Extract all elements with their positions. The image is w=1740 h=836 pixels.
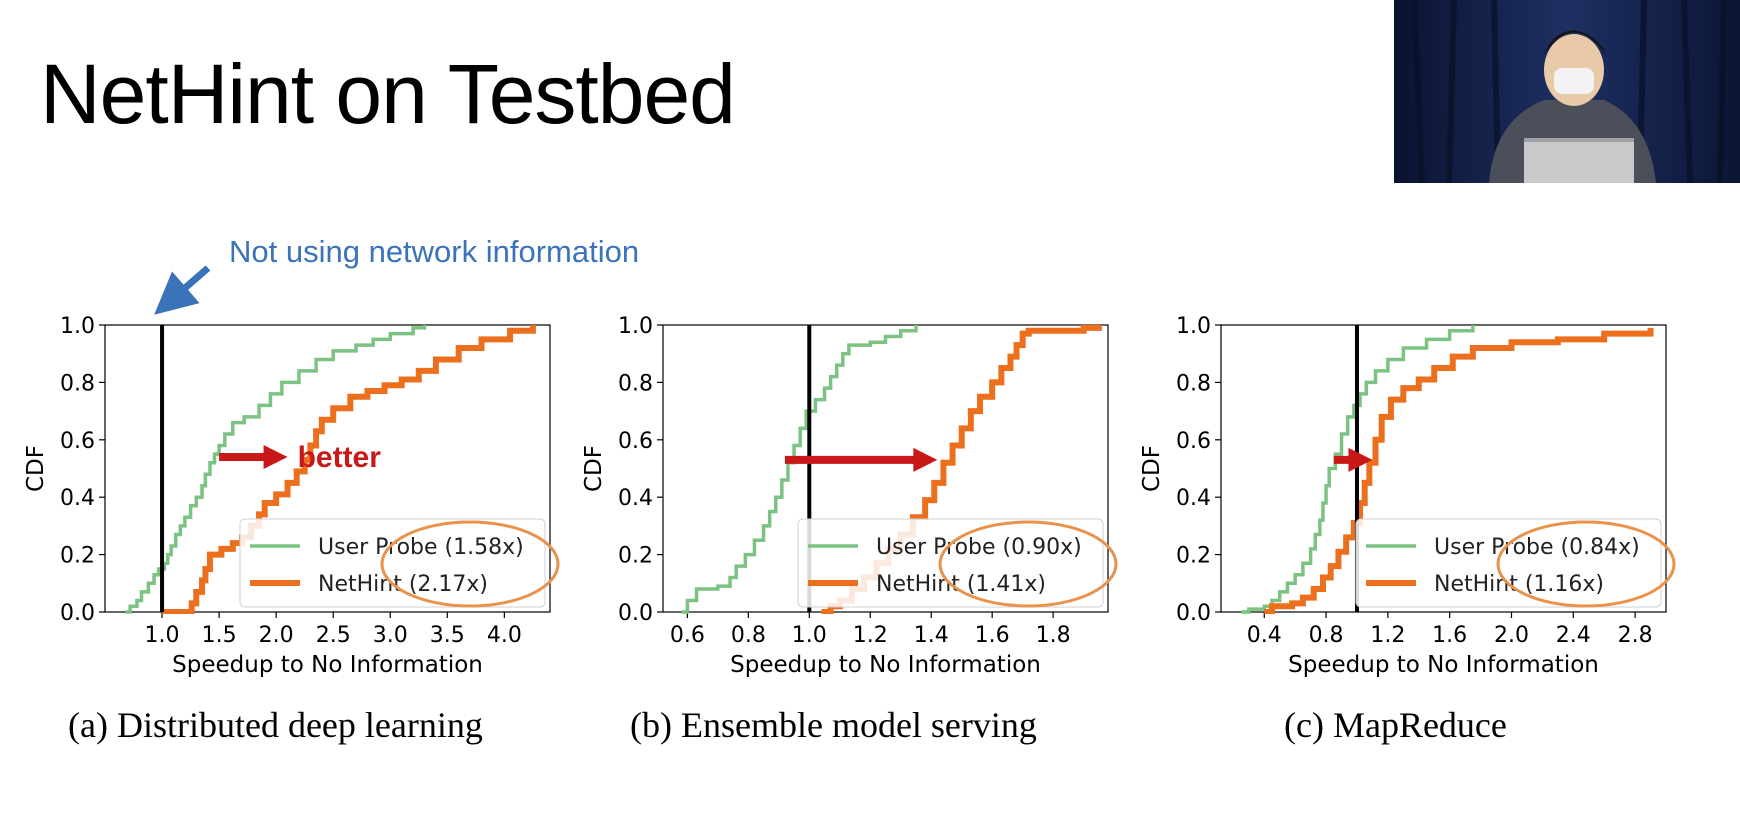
x-tick-label: 1.6 xyxy=(1432,623,1467,648)
y-tick-label: 0.0 xyxy=(618,601,653,626)
x-tick-label: 3.0 xyxy=(373,623,408,648)
x-tick-label: 0.6 xyxy=(670,623,705,648)
plot-frame xyxy=(104,324,551,613)
series-user-probe-line xyxy=(1241,325,1475,614)
better-arrow-head xyxy=(263,445,288,470)
y-tick-label: 0.2 xyxy=(60,544,95,569)
x-tick-label: 1.4 xyxy=(914,623,949,648)
y-tick-label: 0.4 xyxy=(618,486,653,511)
legend-label: NetHint (2.17x) xyxy=(318,572,488,597)
legend-label: User Probe (0.84x) xyxy=(1434,535,1640,560)
x-tick-label: 1.6 xyxy=(975,623,1010,648)
y-tick-label: 1.0 xyxy=(618,314,653,339)
plot-frame xyxy=(662,324,1109,613)
x-axis-label: Speedup to No Information xyxy=(172,652,483,678)
legend-label: User Probe (0.90x) xyxy=(876,535,1082,560)
x-tick-label: 0.8 xyxy=(1309,623,1344,648)
x-tick-label: 2.8 xyxy=(1618,623,1653,648)
slide-title: NetHint on Testbed xyxy=(40,47,736,141)
y-tick-label: 0.4 xyxy=(60,486,95,511)
x-tick-label: 1.0 xyxy=(145,623,180,648)
chart-svg: 0.0 0.2 0.4 0.6 0.8 1.0 1.0 1.5 2.0 2.5 3.0 3.5 4.0S… xyxy=(23,314,560,678)
y-tick-label: 0.4 xyxy=(1176,486,1211,511)
x-tick-label: 1.2 xyxy=(853,623,888,648)
x-tick-label: 1.5 xyxy=(202,623,237,648)
chart-svg: 0.0 0.2 0.4 0.6 0.8 1.0 0.6 0.8 1.0 1.2 1.4 1.6 1.8 S… xyxy=(581,314,1118,678)
x-tick-label: 2.5 xyxy=(316,623,351,648)
y-tick-label: 1.0 xyxy=(1176,314,1211,339)
chart-ensemble-model-serving: 0.0 0.2 0.4 0.6 0.8 1.0 0.6 0.8 1.0 1.2 1.4 1.6 1.8 S… xyxy=(578,300,1138,680)
x-tick-label: 4.0 xyxy=(487,623,522,648)
legend-label: User Probe (1.58x) xyxy=(318,535,524,560)
chart-distributed-deep-learning: 0.0 0.2 0.4 0.6 0.8 1.0 1.0 1.5 2.0 2.5 3.0 3.5 4.0 S… xyxy=(20,300,580,680)
series-nethint-line xyxy=(1264,327,1654,614)
caption-b: (b) Ensemble model serving xyxy=(630,705,1037,745)
legend-label: NetHint (1.41x) xyxy=(876,572,1046,597)
x-axis-label: Speedup to No Information xyxy=(1288,652,1599,678)
caption-a: (a) Distributed deep learning xyxy=(68,705,483,745)
series-nethint-line xyxy=(162,325,536,614)
x-tick-label: 1.0 xyxy=(792,623,827,648)
y-tick-label: 0.6 xyxy=(60,429,95,454)
x-tick-label: 0.4 xyxy=(1247,623,1282,648)
y-tick-label: 0.8 xyxy=(618,371,653,396)
plot-frame xyxy=(1220,324,1667,613)
y-tick-label: 1.0 xyxy=(60,314,95,339)
chart-svg: 0.0 0.2 0.4 0.6 0.8 1.0 0.4 0.8 1.2 1.6 2.0 2.4 2.8 S… xyxy=(1139,314,1676,678)
x-tick-label: 1.2 xyxy=(1370,623,1405,648)
y-tick-label: 0.0 xyxy=(1176,601,1211,626)
y-tick-label: 0.6 xyxy=(1176,429,1211,454)
x-tick-label: 2.0 xyxy=(259,623,294,648)
plot-area xyxy=(125,325,536,614)
legend-box xyxy=(1355,518,1662,608)
better-arrow-head xyxy=(913,447,938,472)
caption-c: (c) MapReduce xyxy=(1284,705,1507,745)
y-tick-label: 0.0 xyxy=(60,601,95,626)
chart-mapreduce: 0.0 0.2 0.4 0.6 0.8 1.0 0.4 0.8 1.2 1.6 2.0 2.4 2.8 S… xyxy=(1136,300,1696,680)
x-tick-label: 0.8 xyxy=(731,623,766,648)
speaker-video-icon xyxy=(1394,0,1740,183)
callout-arrow xyxy=(154,265,211,315)
better-label: better xyxy=(298,441,382,474)
y-tick-label: 0.2 xyxy=(618,544,653,569)
better-arrow-head xyxy=(1348,447,1373,472)
speaker-video xyxy=(1394,0,1740,183)
y-axis-label: CDF xyxy=(1139,445,1165,492)
x-tick-label: 3.5 xyxy=(430,623,465,648)
highlight-ellipse xyxy=(938,520,1118,608)
x-axis-label: Speedup to No Information xyxy=(730,652,1041,678)
x-tick-label: 2.0 xyxy=(1494,623,1529,648)
x-tick-label: 1.8 xyxy=(1036,623,1071,648)
y-axis-label: CDF xyxy=(581,445,607,492)
y-tick-label: 0.8 xyxy=(1176,371,1211,396)
series-user-probe-line xyxy=(125,325,427,614)
y-axis-label: CDF xyxy=(23,445,49,492)
highlight-ellipse xyxy=(1496,520,1676,608)
legend-box xyxy=(797,518,1104,608)
legend-label: NetHint (1.16x) xyxy=(1434,572,1604,597)
y-tick-label: 0.8 xyxy=(60,371,95,396)
callout-label: Not using network information xyxy=(229,234,640,269)
y-tick-label: 0.6 xyxy=(618,429,653,454)
y-tick-label: 0.2 xyxy=(1176,544,1211,569)
legend-box xyxy=(239,518,546,608)
x-tick-label: 2.4 xyxy=(1556,623,1591,648)
highlight-ellipse xyxy=(380,520,560,608)
